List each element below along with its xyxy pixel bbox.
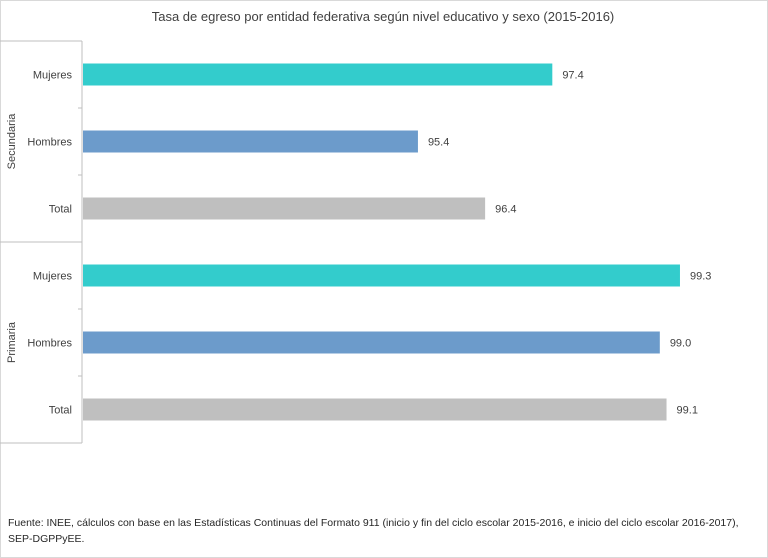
bar-primaria-total [83, 398, 667, 421]
group-label-secundaria: Secundaria [6, 113, 18, 170]
chart-title: Tasa de egreso por entidad federativa se… [151, 9, 615, 24]
category-label: Total [49, 405, 72, 417]
bar-primaria-mujeres [83, 264, 680, 287]
bar-secundaria-mujeres [83, 63, 553, 86]
data-label: 99.1 [677, 405, 698, 417]
data-label: 97.4 [562, 70, 583, 82]
bar-secundaria-total [83, 197, 486, 220]
category-label: Mujeres [33, 70, 73, 82]
bar-secundaria-hombres [83, 130, 418, 153]
category-label: Total [49, 204, 72, 216]
data-label: 95.4 [428, 137, 449, 149]
bar-primaria-hombres [83, 331, 660, 354]
data-label: 96.4 [495, 204, 516, 216]
category-label: Mujeres [33, 271, 73, 283]
group-label-primaria: Primaria [6, 321, 18, 363]
category-label: Hombres [27, 137, 72, 149]
data-label: 99.0 [670, 338, 691, 350]
bar-chart: Secundaria Mujeres 97.4 Hombres 95.4 Total 96.… [0, 40, 711, 444]
data-label: 99.3 [690, 271, 711, 283]
category-label: Hombres [27, 338, 72, 350]
source-note: Fuente: INEE, cálculos con base en las E… [8, 517, 739, 545]
